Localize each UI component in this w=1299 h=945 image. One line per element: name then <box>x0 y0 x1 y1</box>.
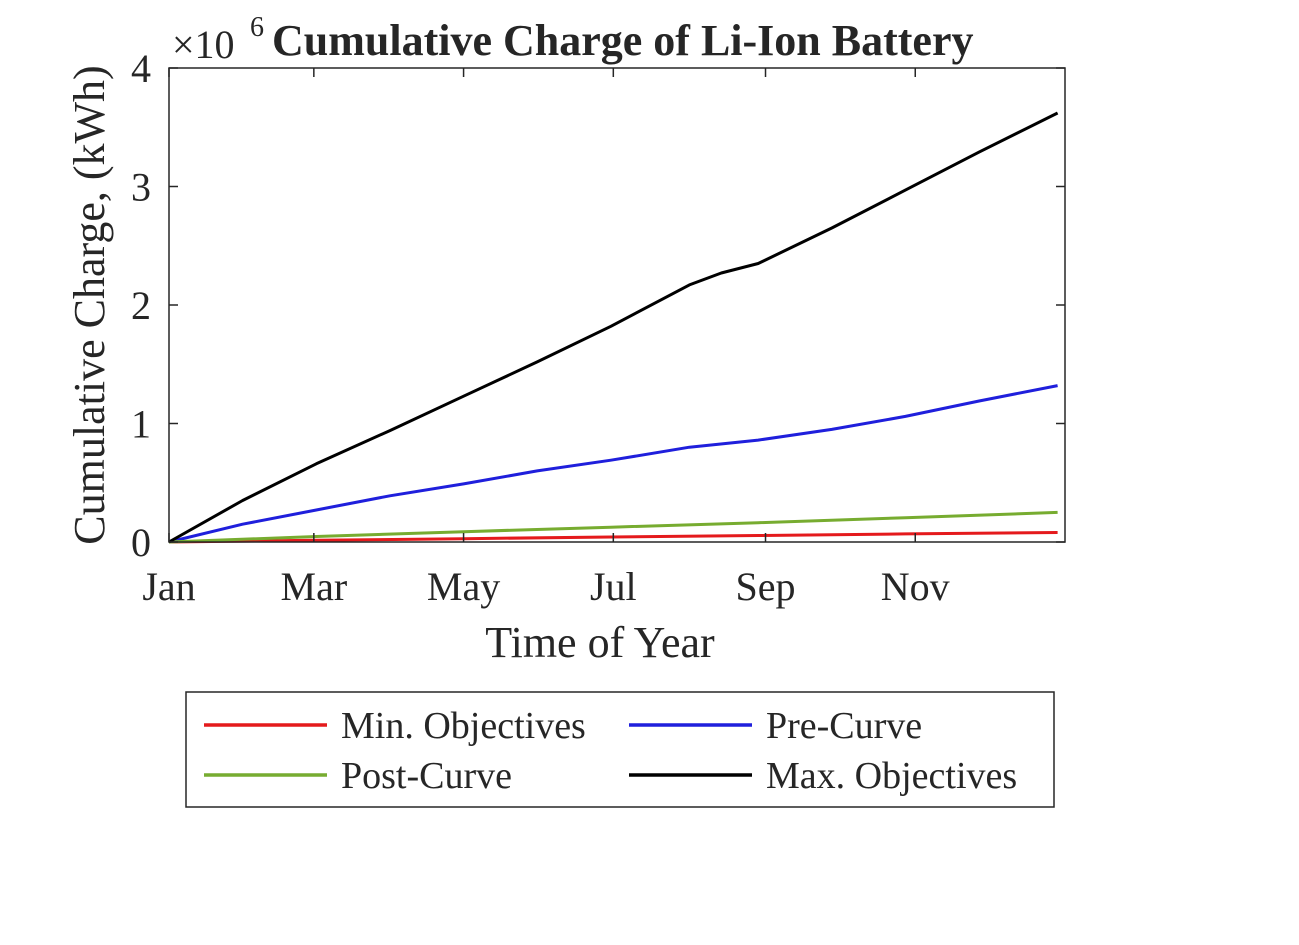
x-axis-label: Time of Year <box>485 618 715 667</box>
series-line <box>168 111 1059 544</box>
plot-area <box>168 111 1059 544</box>
y-tick-label: 4 <box>131 46 151 91</box>
y-tick-label: 2 <box>131 283 151 328</box>
axis-ticks: Jan Mar May Jul Sep Nov 0 1 2 3 4 <box>131 46 1065 609</box>
x-tick-label: Jul <box>590 564 637 609</box>
legend-box <box>185 691 1055 808</box>
legend: Min. Objectives Pre-Curve Post-Curve Max. O… <box>185 691 1055 808</box>
x-tick-label: May <box>427 564 500 609</box>
series-line <box>168 531 1058 544</box>
series-line <box>168 384 1058 544</box>
y-exponent-power: 6 <box>250 12 264 43</box>
x-tick-label: Jan <box>142 564 195 609</box>
legend-label: Pre-Curve <box>766 705 922 747</box>
chart-title: Cumulative Charge of Li-Ion Battery <box>272 16 974 65</box>
legend-label: Max. Objectives <box>766 755 1017 797</box>
y-exponent-base: ×10 <box>172 22 235 67</box>
legend-label: Post-Curve <box>341 755 512 797</box>
y-axis-label: Cumulative Charge, (kWh) <box>65 65 114 544</box>
legend-label: Min. Objectives <box>341 705 586 747</box>
y-tick-label: 0 <box>131 520 151 565</box>
y-tick-label: 3 <box>131 165 151 210</box>
x-tick-label: Sep <box>736 564 796 609</box>
x-tick-label: Mar <box>281 564 348 609</box>
x-tick-label: Nov <box>881 564 950 609</box>
y-tick-label: 1 <box>131 402 151 447</box>
series-line <box>168 510 1058 544</box>
